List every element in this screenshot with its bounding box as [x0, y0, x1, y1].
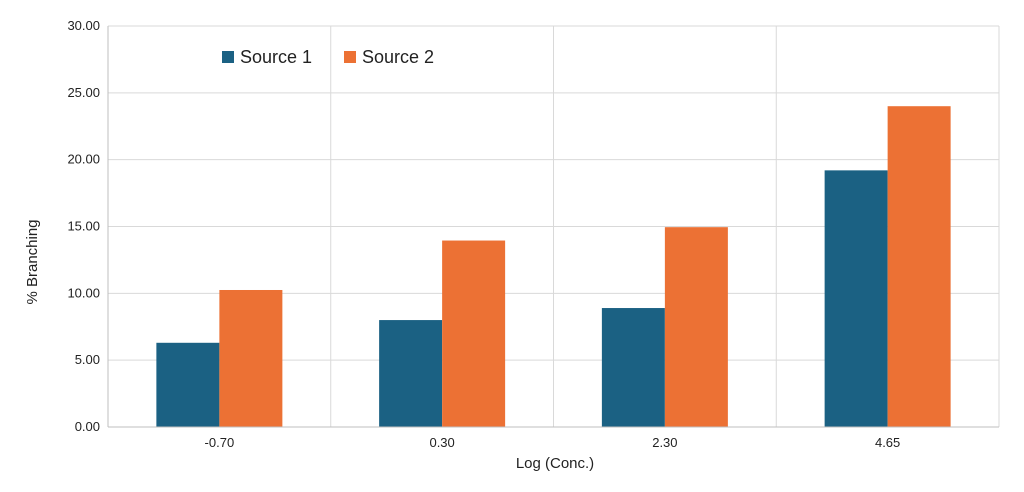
bar-source-1-2 — [601, 308, 665, 427]
x-axis-title: Log (Conc.) — [516, 455, 594, 472]
legend-label-source-1: Source 1 — [240, 47, 312, 67]
y-tick-label: 5.00 — [75, 352, 100, 367]
y-tick-label: 10.00 — [67, 285, 100, 300]
bar-source-2-0 — [219, 289, 283, 427]
bar-source-2-2 — [664, 227, 728, 427]
y-tick-label: 30.00 — [67, 18, 100, 33]
y-tick-labels: 0.00 5.00 10.00 15.00 20.00 25.00 30.00 — [67, 18, 100, 434]
y-axis-title: % Branching — [24, 219, 41, 304]
x-tick-labels: -0.70 0.30 2.30 4.65 — [205, 435, 901, 450]
legend-swatch-source-2 — [344, 51, 356, 63]
y-tick-label: 20.00 — [67, 152, 100, 167]
y-tick-label: 25.00 — [67, 85, 100, 100]
bars-layer — [156, 106, 951, 428]
y-tick-label: 0.00 — [75, 419, 100, 434]
bar-source-1-0 — [156, 342, 220, 427]
bar-source-2-1 — [442, 240, 506, 427]
bar-source-1-3 — [824, 170, 888, 428]
legend-swatch-source-1 — [222, 51, 234, 63]
axes-layer — [107, 26, 999, 428]
legend: Source 1 Source 2 — [222, 47, 434, 67]
x-tick-label: 4.65 — [875, 435, 900, 450]
legend-label-source-2: Source 2 — [362, 47, 434, 67]
bar-source-2-3 — [887, 106, 951, 427]
x-tick-label: -0.70 — [205, 435, 235, 450]
x-tick-label: 0.30 — [429, 435, 454, 450]
y-tick-label: 15.00 — [67, 219, 100, 234]
bar-source-1-1 — [379, 320, 443, 427]
x-tick-label: 2.30 — [652, 435, 677, 450]
